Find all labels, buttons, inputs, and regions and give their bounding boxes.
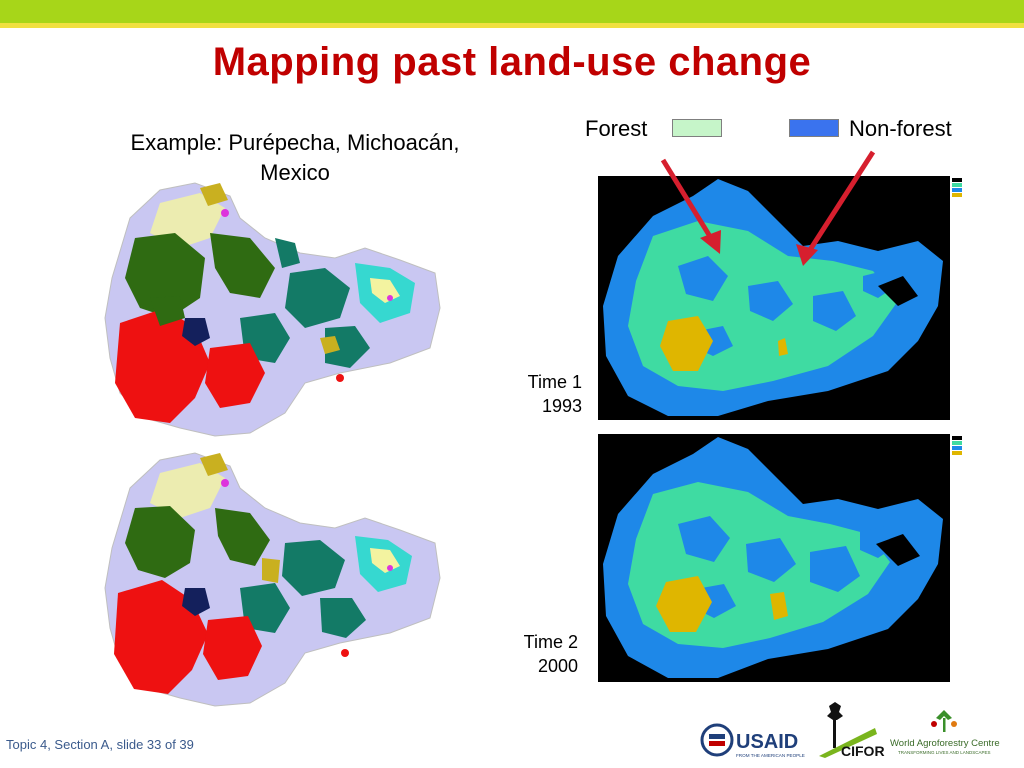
legend-forest-swatch (672, 119, 722, 137)
icraf-logo: World Agroforestry Centre TRANSFORMING L… (890, 710, 1000, 755)
legend-nonforest-swatch (789, 119, 839, 137)
subtitle-line-2: Mexico (260, 160, 330, 185)
time1-label: Time 1 1993 (502, 370, 582, 418)
time1-year: 1993 (541, 396, 582, 416)
top-accent-bar (0, 0, 1024, 28)
cifor-logo: CIFOR (819, 702, 885, 759)
top-green-stripe (0, 0, 1024, 23)
land-use-map-2000 (104, 452, 441, 707)
slide-footer: Topic 4, Section A, slide 33 of 39 (6, 737, 194, 752)
subtitle-line-1: Example: Purépecha, Michoacán, (130, 130, 460, 155)
usaid-tagline: FROM THE AMERICAN PEOPLE (736, 753, 805, 758)
time1-title: Time 1 (527, 372, 582, 392)
legend-forest-label: Forest (585, 116, 648, 141)
forest-map-time2 (598, 434, 962, 682)
icraf-tagline: TRANSFORMING LIVES AND LANDSCAPES (898, 750, 991, 755)
nonforest-arrow (805, 150, 876, 255)
usaid-wordmark: USAID (736, 731, 798, 753)
forest-map-time1 (598, 176, 962, 420)
cifor-wordmark: CIFOR (841, 743, 885, 759)
time2-label: Time 2 2000 (498, 630, 578, 678)
top-yellow-stripe (0, 23, 1024, 28)
land-use-map-1993 (104, 182, 441, 437)
legend-arrows (660, 150, 876, 266)
time2-title: Time 2 (523, 632, 578, 652)
slide-subtitle: Example: Purépecha, Michoacán, Mexico (95, 128, 495, 188)
time2-year: 2000 (537, 656, 578, 676)
forest-arrow (660, 158, 717, 245)
slide-title: Mapping past land-use change (212, 40, 812, 84)
usaid-logo: USAID FROM THE AMERICAN PEOPLE (700, 723, 805, 758)
legend-nonforest-label: Non-forest (849, 116, 952, 141)
icraf-wordmark: World Agroforestry Centre (890, 738, 1000, 749)
